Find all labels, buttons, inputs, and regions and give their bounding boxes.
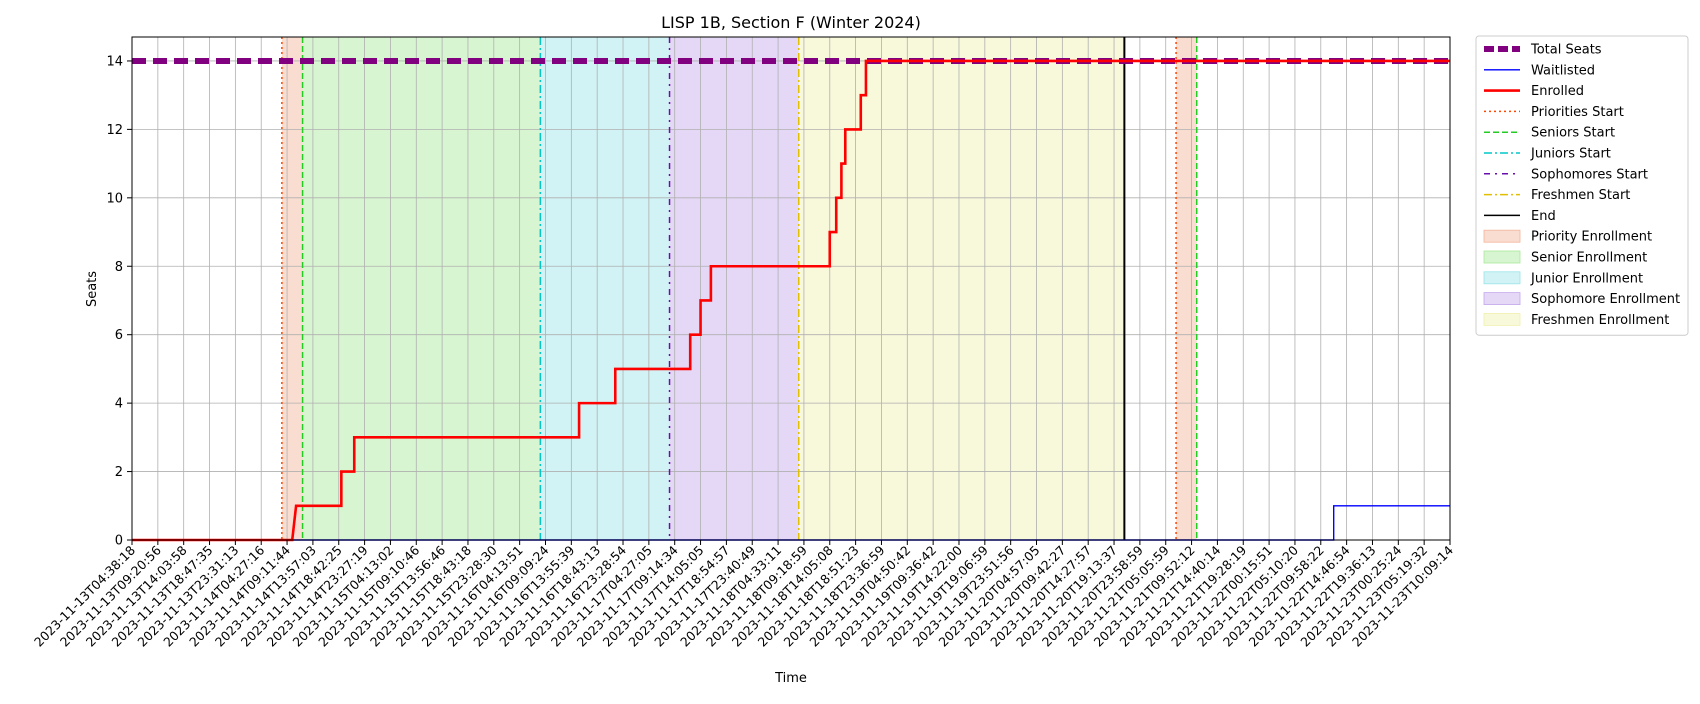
x-axis-label: Time bbox=[774, 671, 807, 686]
chart-title: LISP 1B, Section F (Winter 2024) bbox=[661, 13, 921, 32]
y-tick-label: 8 bbox=[115, 260, 123, 275]
shaded-region-priority-enrollment bbox=[281, 37, 303, 540]
legend-swatch-junior-enrollment bbox=[1483, 271, 1521, 285]
legend-label: Priority Enrollment bbox=[1531, 230, 1652, 245]
legend-label: Sophomore Enrollment bbox=[1531, 292, 1680, 307]
legend-label: End bbox=[1531, 209, 1556, 224]
legend-label: Freshmen Start bbox=[1531, 188, 1630, 203]
legend: Total Seats Waitlisted Enrolled Priorities … bbox=[1475, 35, 1689, 336]
legend-swatch-freshmen-enrollment bbox=[1483, 312, 1521, 326]
y-tick-label: 10 bbox=[106, 191, 123, 206]
legend-label: Priorities Start bbox=[1531, 105, 1624, 120]
y-tick-label: 12 bbox=[106, 123, 123, 138]
legend-frame bbox=[1475, 35, 1689, 336]
legend-label: Seniors Start bbox=[1531, 126, 1615, 141]
legend-label: Sophomores Start bbox=[1531, 167, 1648, 182]
shaded-region-priority-enrollment bbox=[1176, 37, 1197, 540]
y-tick-label: 2 bbox=[115, 465, 123, 480]
legend-swatch-sophomore-enrollment bbox=[1483, 292, 1521, 306]
legend-label: Freshmen Enrollment bbox=[1531, 313, 1669, 328]
legend-label: Juniors Start bbox=[1530, 147, 1611, 162]
legend-label: Waitlisted bbox=[1531, 63, 1595, 78]
legend-swatch-senior-enrollment bbox=[1483, 250, 1521, 264]
legend-swatch-priority-enrollment bbox=[1483, 229, 1521, 243]
legend-label: Enrolled bbox=[1531, 84, 1584, 99]
shaded-region-senior-enrollment bbox=[302, 37, 541, 540]
legend-label: Total Seats bbox=[1530, 43, 1602, 58]
shaded-region-freshmen-enrollment bbox=[798, 37, 1125, 540]
legend-label: Senior Enrollment bbox=[1531, 251, 1647, 266]
y-tick-label: 14 bbox=[106, 54, 123, 69]
y-tick-label: 0 bbox=[115, 534, 123, 549]
shaded-region-sophomore-enrollment bbox=[669, 37, 799, 540]
y-tick-label: 4 bbox=[115, 397, 123, 412]
legend-label: Junior Enrollment bbox=[1530, 271, 1643, 286]
series-line-enrolled bbox=[132, 59, 1450, 542]
y-axis-label: Seats bbox=[85, 271, 100, 307]
plot-frame bbox=[131, 36, 1451, 541]
shaded-region-junior-enrollment bbox=[540, 37, 670, 540]
y-tick-label: 6 bbox=[115, 328, 123, 343]
plot-area: 024681012142023-11-13T04:38:182023-11-13… bbox=[31, 36, 1456, 650]
